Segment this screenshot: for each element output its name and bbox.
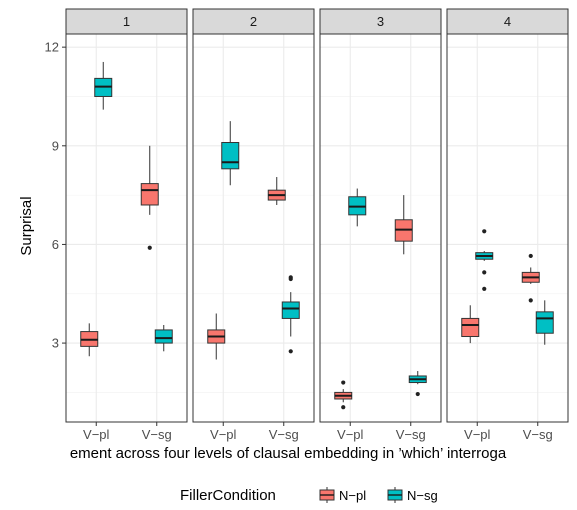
outlier-point bbox=[288, 349, 293, 354]
panel-background bbox=[447, 34, 568, 422]
outlier-point bbox=[341, 405, 346, 410]
outlier-point bbox=[288, 275, 293, 280]
panel-background bbox=[320, 34, 441, 422]
marks-layer bbox=[80, 61, 554, 410]
legend-entries: N−pl N−sg bbox=[319, 487, 438, 503]
panel-border bbox=[192, 33, 315, 423]
box-body bbox=[535, 311, 554, 334]
outlier-point bbox=[482, 286, 487, 291]
box-body bbox=[154, 329, 173, 344]
x-tick-label: V−pl bbox=[337, 427, 363, 442]
outlier-point bbox=[147, 245, 152, 250]
facet-label: 3 bbox=[377, 14, 384, 29]
box-N−sg-2-V−sg bbox=[281, 275, 300, 354]
outlier-point bbox=[528, 253, 533, 259]
x-tick-label: V−sg bbox=[142, 427, 172, 442]
x-tick-label: V−sg bbox=[523, 427, 553, 442]
grid-layer bbox=[66, 34, 568, 422]
facet-label: 1 bbox=[123, 14, 130, 29]
legend-label: N−sg bbox=[407, 488, 438, 503]
box-N−sg-1-V−sg bbox=[154, 325, 173, 352]
box-body bbox=[461, 317, 480, 338]
facet-strip bbox=[319, 8, 442, 35]
facet-label: 2 bbox=[250, 14, 257, 29]
box-N−sg-4-V−pl bbox=[475, 229, 494, 291]
box-body bbox=[140, 183, 159, 206]
legend-label: N−pl bbox=[339, 488, 366, 503]
panel-border bbox=[446, 33, 569, 423]
y-axis-title: Surprisal bbox=[18, 196, 35, 255]
outlier-point bbox=[528, 298, 533, 303]
y-tick-label: 3 bbox=[52, 336, 59, 351]
legend: FillerCondition N−pl N−sg bbox=[180, 487, 438, 504]
box-N−sg-1-V−pl bbox=[94, 61, 113, 110]
box-N−pl-2-V−pl bbox=[207, 313, 226, 360]
box-N−pl-4-V−sg bbox=[521, 253, 540, 303]
box-N−sg-3-V−sg bbox=[408, 371, 427, 397]
box-N−pl-3-V−sg bbox=[394, 195, 413, 255]
panel-border bbox=[319, 33, 442, 423]
strip-layer: 1 2 3 4 bbox=[65, 8, 569, 423]
y-tick-label: 9 bbox=[52, 138, 59, 153]
outlier-point bbox=[482, 229, 487, 234]
legend-entry: N−sg bbox=[387, 487, 438, 503]
legend-title: FillerCondition bbox=[180, 487, 276, 504]
panel-border bbox=[65, 33, 188, 423]
box-body bbox=[281, 301, 300, 319]
box-N−sg-3-V−pl bbox=[348, 188, 367, 227]
box-N−pl-1-V−sg bbox=[140, 145, 159, 250]
box-N−pl-1-V−pl bbox=[80, 323, 99, 357]
box-N−sg-2-V−pl bbox=[221, 121, 240, 186]
panel-background bbox=[193, 34, 314, 422]
outlier-point bbox=[341, 380, 346, 385]
outlier-point bbox=[415, 391, 420, 397]
facet-strip bbox=[65, 8, 188, 35]
outlier-point bbox=[482, 270, 487, 275]
x-tick-label: V−sg bbox=[396, 427, 426, 442]
y-tick-label: 6 bbox=[52, 237, 59, 252]
box-body bbox=[221, 142, 240, 170]
box-N−pl-2-V−sg bbox=[267, 177, 286, 205]
box-N−pl-3-V−pl bbox=[334, 380, 353, 410]
facet-label: 4 bbox=[504, 14, 511, 29]
axes-layer: 3 6 9 12 V−pl V−sg V−pl V−sg V−pl V−sg V−pl V−sg bbox=[45, 40, 553, 442]
panel-background bbox=[66, 34, 187, 422]
y-tick-label: 12 bbox=[45, 40, 59, 55]
x-tick-label: V−sg bbox=[269, 427, 299, 442]
box-N−sg-4-V−sg bbox=[535, 300, 554, 345]
x-tick-label: V−pl bbox=[464, 427, 490, 442]
x-axis-title: ement across four levels of clausal embe… bbox=[70, 445, 507, 462]
x-tick-label: V−pl bbox=[83, 427, 109, 442]
x-tick-label: V−pl bbox=[210, 427, 236, 442]
legend-entry: N−pl bbox=[319, 487, 366, 503]
box-N−pl-4-V−pl bbox=[461, 305, 480, 344]
